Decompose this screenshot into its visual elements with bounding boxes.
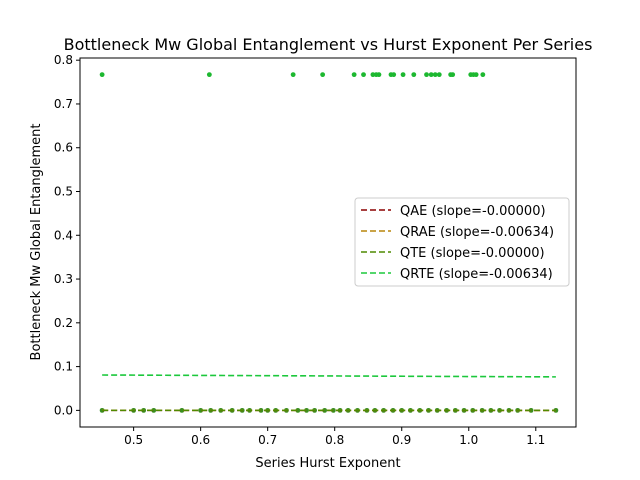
legend-box [354,197,570,287]
y-axis-label: Bottleneck Mw Global Entanglement [29,124,44,361]
legend-label: QAE (slope=-0.00000) [400,204,546,219]
scatter-point [376,72,382,78]
legend-label: QRTE (slope=-0.00634) [400,267,553,282]
y-tick-label: 0.0 [54,403,73,417]
y-tick-label: 0.8 [54,53,73,67]
y-tick-label: 0.4 [54,228,73,242]
scatter-point [322,407,328,413]
y-tick-label: 0.2 [54,316,73,330]
x-tick-label: 0.7 [258,433,277,447]
y-tick-label: 0.7 [54,97,73,111]
legend-label: QRAE (slope=-0.00634) [400,225,554,240]
scatter-point [99,72,105,78]
scatter-point [290,72,296,78]
y-tick-label: 0.6 [54,141,73,155]
scatter-point [391,72,397,78]
scatter-point [206,72,212,78]
scatter-point [351,72,357,78]
scatter-point [436,72,442,78]
scatter-point [304,407,309,413]
x-axis-ticks: 0.5 0.6 0.7 0.8 0.9 1.0 1.1 [124,427,545,447]
scatter-point [411,72,417,78]
scatter-point [295,407,301,413]
scatter-point [198,407,204,413]
scatter-point [424,72,429,78]
scatter-point [432,72,438,78]
scatter-point [450,72,456,78]
scatter-point [179,407,185,413]
scatter-point [480,72,486,78]
scatter-point [330,407,336,413]
scatter-point [320,72,326,78]
x-tick-label: 0.8 [325,433,344,447]
scatter-point [400,72,406,78]
y-axis-ticks: 0.0 0.1 0.2 0.3 0.4 0.5 0.6 0.7 0.8 [54,53,80,417]
y-tick-label: 0.3 [54,272,73,286]
scatter-point [428,72,434,78]
x-tick-label: 0.6 [191,433,210,447]
legend-label: QTE (slope=-0.00000) [400,246,545,261]
x-tick-label: 1.0 [459,433,478,447]
scatter-point [151,407,157,413]
scatter-point [370,72,376,78]
scatter-point [473,72,479,78]
y-tick-label: 0.5 [54,185,73,199]
scatter-point [361,72,366,78]
legend: QAE (slope=-0.00000) QRAE (slope=-0.00634… [354,197,570,287]
x-tick-label: 0.9 [392,433,411,447]
plot-marks [99,72,559,413]
trend-line-4 [102,374,556,378]
plot-frame [79,57,577,428]
x-tick-label: 1.1 [526,433,545,447]
y-tick-label: 0.1 [54,360,73,374]
x-axis-label: Series Hurst Exponent [255,456,400,471]
chart-title: Bottleneck Mw Global Entanglement vs Hur… [64,35,593,54]
x-tick-label: 0.5 [124,433,143,447]
